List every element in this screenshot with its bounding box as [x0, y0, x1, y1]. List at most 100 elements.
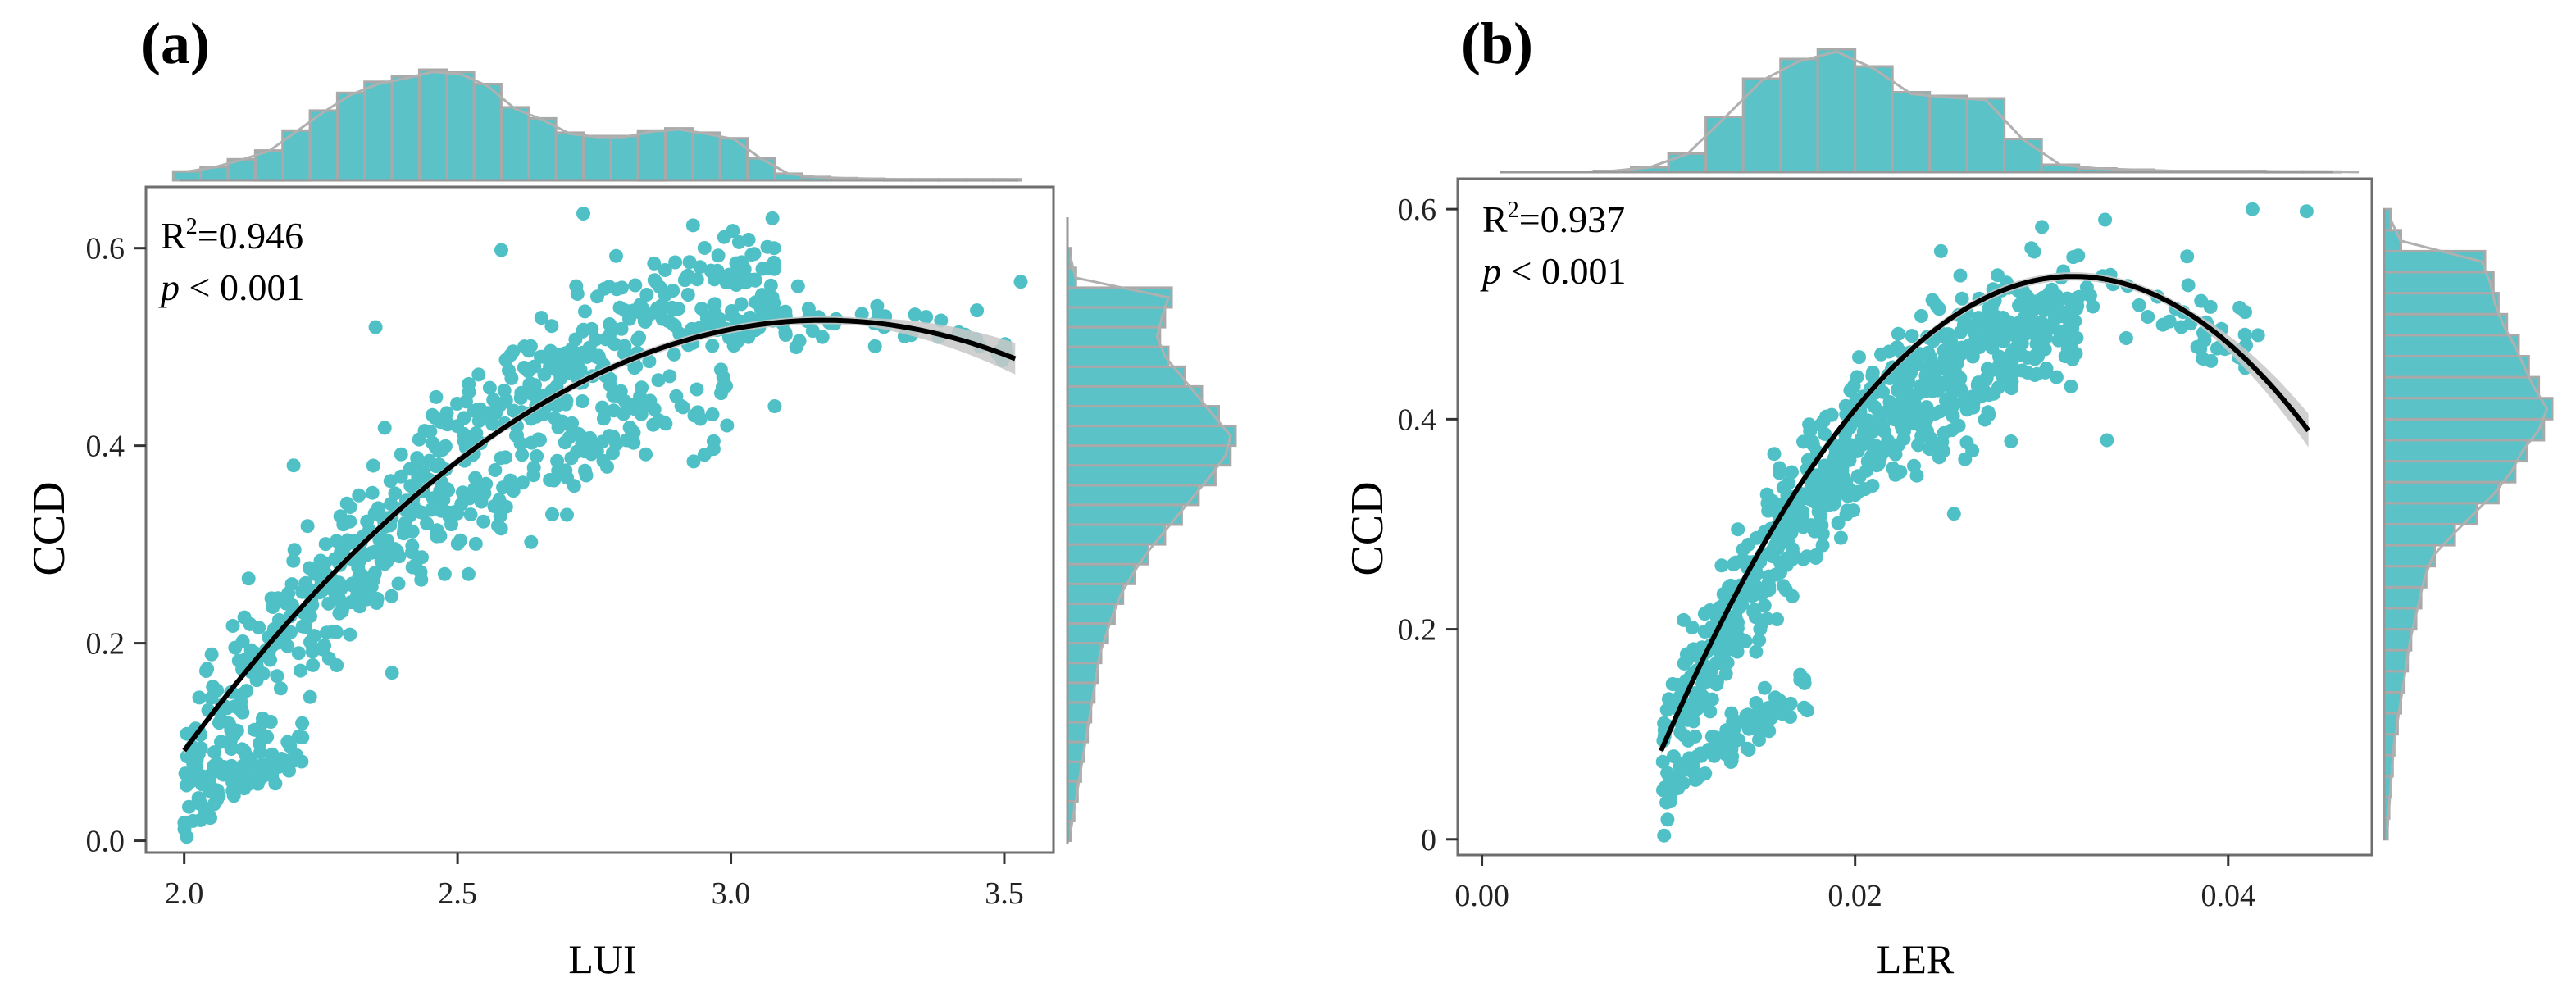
panel-b-point	[1854, 431, 1868, 446]
panel-a-point	[515, 448, 530, 462]
panel-a-point	[524, 534, 539, 549]
panel-b-right-hist-bar	[2383, 502, 2478, 525]
panel-a-point	[241, 571, 256, 586]
panel-a-point	[405, 545, 419, 560]
panel-a-point	[435, 501, 449, 516]
panel-a-point	[605, 446, 620, 461]
panel-b-point	[1923, 442, 1937, 457]
panel-b-x-tick-label: 0.00	[1454, 879, 1509, 913]
panel-a-point	[934, 313, 949, 328]
panel-b-point	[1858, 420, 1872, 434]
panel-b-top-hist-bar	[1928, 94, 1968, 174]
panel-a-point	[468, 471, 483, 485]
panel-b-point	[1686, 757, 1700, 772]
panel-a-point	[568, 332, 583, 347]
panel-a-point	[343, 627, 357, 642]
panel-a-point	[711, 248, 726, 263]
panel-b-point	[1731, 522, 1745, 537]
panel-a-point	[705, 407, 720, 421]
panel-a-point	[334, 581, 348, 596]
panel-b-point	[2015, 363, 2029, 378]
panel-a-point	[468, 536, 483, 551]
panel-b-point	[2004, 347, 2018, 362]
panel-b-point	[1886, 461, 1900, 475]
panel-b-point	[1824, 407, 1839, 422]
panel-a-right-hist-bar	[1066, 286, 1173, 309]
panel-a-point	[734, 297, 749, 312]
panel-a-point	[665, 300, 680, 315]
panel-b-point	[2017, 311, 2031, 325]
panel-a-point	[437, 566, 452, 581]
panel-a-point	[204, 690, 219, 705]
panel-a-point	[612, 300, 627, 315]
panel-a-point	[303, 634, 317, 649]
panel-b-point	[1660, 766, 1675, 780]
panel-a-point	[690, 382, 704, 397]
panel-a-point	[685, 218, 700, 233]
panel-b-point	[2245, 202, 2260, 216]
panel-b-point	[1785, 589, 1800, 603]
panel-a-point	[658, 263, 672, 277]
panel-b-point	[2071, 248, 2086, 263]
panel-a-point	[530, 448, 544, 463]
panel-b-point	[2038, 365, 2053, 380]
panel-b-point	[2047, 312, 2062, 327]
panel-a-top-hist-bar	[527, 116, 558, 182]
panel-a-point	[224, 742, 239, 756]
panel-b-point	[1882, 395, 1897, 409]
panel-b-point	[1714, 558, 1729, 573]
panel-a-point	[343, 500, 357, 514]
panel-b-y-tick-label: 0	[1421, 823, 1436, 857]
panel-a-point	[686, 454, 701, 469]
panel-a-top-hist-bar	[664, 127, 694, 182]
panel-b-point	[1796, 434, 1810, 449]
panel-b-fit-curve	[1659, 274, 2310, 753]
panel-a-point	[353, 584, 367, 598]
panel-a-y-axis: 0.0 0.2 0.4 0.6	[86, 232, 146, 859]
panel-a-point	[225, 721, 239, 736]
panel-b-right-hist-bar	[2383, 249, 2487, 274]
panel-a-point	[682, 255, 697, 270]
panel-b-point	[1983, 316, 1998, 330]
panel-a-x-tick-label: 3.0	[712, 876, 751, 911]
panel-b-point	[2079, 280, 2094, 294]
panel-b-point	[1756, 713, 1771, 728]
panel-b-point	[1704, 730, 1719, 744]
panel-b-point	[2046, 290, 2061, 305]
panel-b-point	[1694, 748, 1709, 763]
panel-b-point	[1978, 412, 1992, 427]
panel-b-right-histogram	[2383, 207, 2554, 841]
panel-b-point	[1937, 352, 1952, 366]
panel-a-point	[295, 716, 310, 730]
panel-a-point	[815, 330, 830, 344]
panel-b-top-hist-bar	[1965, 97, 2006, 174]
panel-b-point	[1943, 393, 1958, 407]
panel-a-point	[693, 260, 708, 275]
panel-a-point	[303, 609, 317, 624]
panel-a-point	[1013, 275, 1028, 289]
panel-b-point	[1759, 612, 1774, 626]
panel-a-point	[303, 689, 317, 704]
panel-a-point	[517, 339, 532, 354]
panel-a-point	[471, 414, 486, 428]
panel-a-point	[422, 453, 437, 468]
panel-b-right-hist-bar	[2383, 648, 2410, 673]
panel-a-point	[426, 491, 440, 506]
panel-a-point	[609, 248, 623, 263]
panel-b-point	[1965, 443, 1980, 458]
panel-b-point	[1700, 674, 1714, 689]
panel-a-point	[583, 430, 598, 445]
panel-a-top-hist-bar	[636, 129, 667, 182]
panel-a-point	[206, 680, 221, 694]
panel-b-point	[2203, 299, 2218, 314]
panel-a-right-hist-bar	[1066, 523, 1167, 546]
panel-a-point	[240, 757, 255, 771]
panel-b-point	[1785, 465, 1799, 480]
panel-a-point	[628, 278, 643, 293]
panel-a-point	[237, 610, 252, 625]
panel-a-point	[214, 735, 228, 749]
panel-a-point	[453, 533, 467, 548]
panel-b-right-hist-bar	[2383, 460, 2517, 484]
panel-b-point	[1896, 393, 1910, 408]
panel-a-point	[352, 488, 366, 503]
